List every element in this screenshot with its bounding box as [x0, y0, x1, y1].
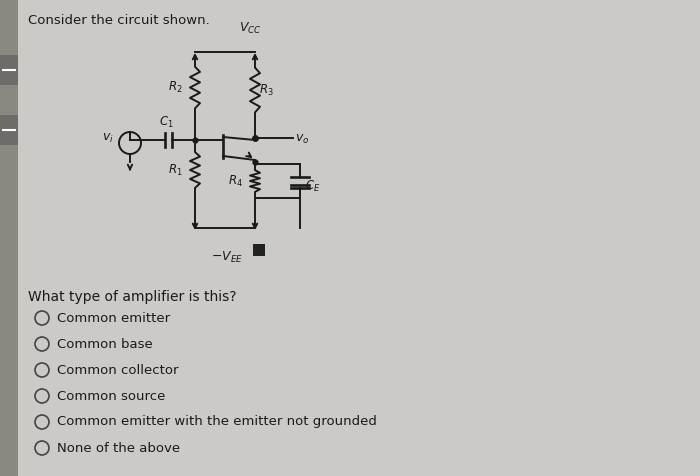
Text: $R_2$: $R_2$	[169, 80, 183, 95]
Text: None of the above: None of the above	[57, 442, 180, 455]
Text: What type of amplifier is this?: What type of amplifier is this?	[28, 290, 237, 304]
Text: Common collector: Common collector	[57, 364, 178, 377]
Text: $C_E$: $C_E$	[305, 178, 321, 194]
Text: $R_3$: $R_3$	[259, 82, 274, 98]
Bar	[0, 55, 18, 85]
Text: $R_4$: $R_4$	[228, 173, 243, 188]
Text: $V_{CC}$: $V_{CC}$	[239, 21, 261, 36]
Text: Common emitter with the emitter not grounded: Common emitter with the emitter not grou…	[57, 416, 377, 428]
Text: $v_o$: $v_o$	[295, 132, 309, 146]
Text: Common source: Common source	[57, 389, 165, 403]
Text: Consider the circuit shown.: Consider the circuit shown.	[28, 14, 210, 27]
Text: $R_1$: $R_1$	[169, 162, 183, 178]
Bar	[0, 115, 18, 145]
Text: $-V_{EE}$: $-V_{EE}$	[211, 250, 243, 265]
Text: $v_i$: $v_i$	[102, 131, 114, 145]
Text: $C_1$: $C_1$	[159, 115, 174, 130]
Bar	[253, 244, 265, 256]
Bar	[0, 0, 18, 476]
Text: Common base: Common base	[57, 337, 153, 350]
Text: Common emitter: Common emitter	[57, 311, 170, 325]
